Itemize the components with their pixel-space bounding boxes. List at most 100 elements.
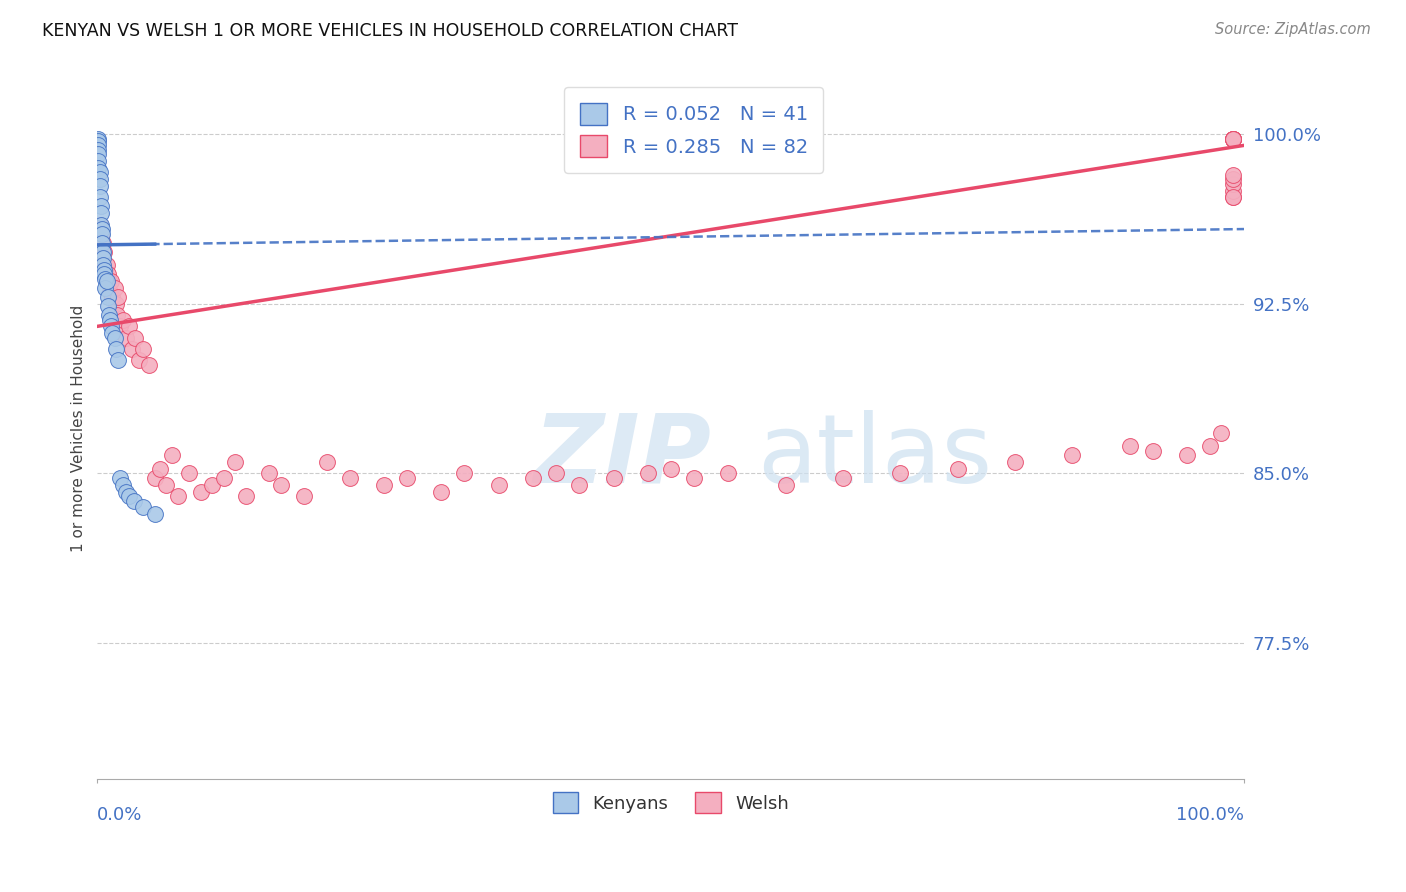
Point (546, 467, 568, 481)
Point (118, 319, 141, 334)
Point (90, 206, 112, 220)
Point (115, 484, 138, 499)
Point (90, 228, 112, 243)
Point (89, 235, 111, 250)
Point (93, 244, 115, 259)
Point (224, 455, 246, 469)
Point (104, 296, 127, 310)
Point (637, 467, 659, 481)
Point (1222, 190, 1244, 204)
Point (96, 258, 118, 272)
Point (259, 467, 281, 481)
Point (87, 147, 110, 161)
Point (143, 507, 166, 521)
Point (1004, 455, 1026, 469)
Point (315, 455, 337, 469)
Point (1222, 177, 1244, 191)
Point (91, 252, 114, 266)
Point (103, 331, 125, 345)
Point (97, 290, 120, 304)
Point (93, 268, 115, 282)
Point (87, 161, 110, 175)
Point (97, 299, 120, 313)
Text: KENYAN VS WELSH 1 OR MORE VEHICLES IN HOUSEHOLD CORRELATION CHART: KENYAN VS WELSH 1 OR MORE VEHICLES IN HO… (42, 22, 738, 40)
Point (91, 222, 114, 236)
Point (89, 165, 111, 179)
Point (104, 342, 127, 356)
Point (149, 462, 172, 476)
Point (98, 312, 121, 326)
Point (87, 134, 110, 148)
Y-axis label: 1 or more Vehicles in Household: 1 or more Vehicles in Household (72, 304, 86, 552)
Point (89, 218, 111, 232)
Point (100, 319, 122, 334)
Point (682, 471, 704, 485)
Point (111, 477, 134, 491)
Point (659, 462, 682, 476)
Point (1199, 439, 1222, 453)
Legend: Kenyans, Welsh: Kenyans, Welsh (546, 785, 796, 821)
Point (1222, 131, 1244, 145)
Point (160, 448, 183, 462)
Point (832, 471, 855, 485)
Point (90, 199, 112, 213)
Point (1222, 131, 1244, 145)
Point (96, 274, 118, 288)
Point (89, 190, 111, 204)
Point (107, 290, 129, 304)
Point (602, 471, 624, 485)
Point (1222, 131, 1244, 145)
Point (453, 467, 475, 481)
Text: Source: ZipAtlas.com: Source: ZipAtlas.com (1215, 22, 1371, 37)
Point (110, 471, 132, 485)
Point (339, 471, 361, 485)
Point (90, 218, 112, 232)
Text: 0.0%: 0.0% (97, 806, 143, 824)
Text: atlas: atlas (756, 409, 993, 503)
Point (179, 467, 201, 481)
Point (1222, 190, 1244, 204)
Point (91, 252, 114, 266)
Point (1062, 448, 1084, 462)
Point (889, 467, 911, 481)
Point (115, 331, 138, 345)
Point (87, 143, 110, 157)
Point (87, 131, 110, 145)
Point (98, 285, 121, 300)
Text: ZIP: ZIP (533, 409, 711, 503)
Point (1222, 131, 1244, 145)
Point (132, 500, 155, 515)
Point (101, 326, 124, 340)
Point (100, 274, 122, 288)
Point (373, 477, 395, 491)
Point (1142, 443, 1164, 458)
Point (87, 154, 110, 169)
Point (270, 477, 292, 491)
Point (87, 138, 110, 153)
Point (212, 471, 235, 485)
Point (94, 262, 117, 277)
Point (94, 281, 117, 295)
Point (430, 484, 453, 499)
Point (235, 489, 257, 503)
Point (166, 489, 188, 503)
Point (111, 312, 134, 326)
Point (522, 471, 544, 485)
Text: 100.0%: 100.0% (1177, 806, 1244, 824)
Point (91, 258, 114, 272)
Point (118, 489, 141, 503)
Point (97, 268, 120, 282)
Point (94, 272, 117, 286)
Point (91, 258, 114, 272)
Point (568, 477, 591, 491)
Point (91, 227, 114, 241)
Point (97, 308, 120, 322)
Point (717, 467, 740, 481)
Point (1222, 131, 1244, 145)
Point (292, 489, 315, 503)
Point (101, 290, 124, 304)
Point (90, 244, 112, 259)
Point (105, 308, 128, 322)
Point (87, 240, 110, 254)
Point (124, 331, 146, 345)
